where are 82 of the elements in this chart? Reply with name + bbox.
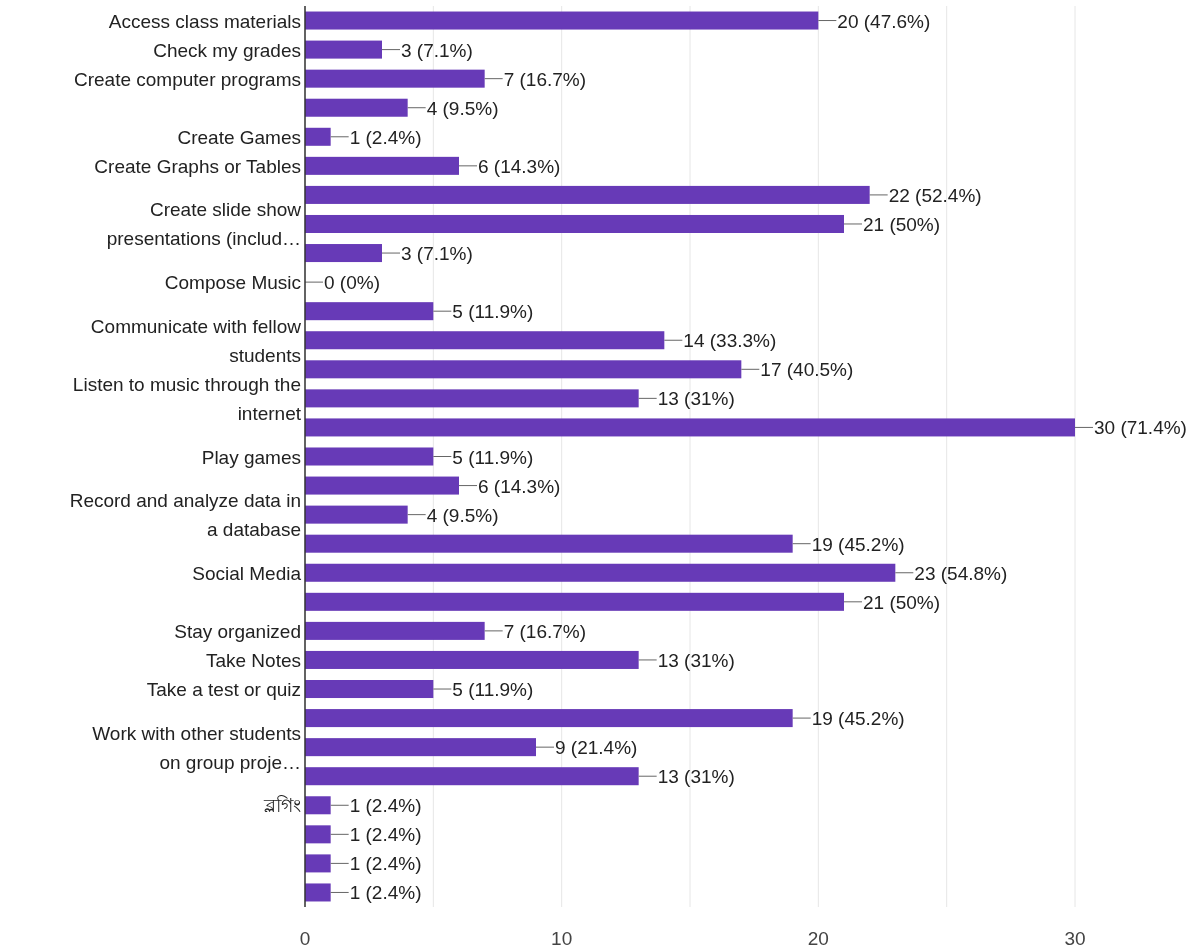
data-label: 14 (33.3%) — [683, 330, 777, 352]
data-label: 13 (31%) — [657, 388, 735, 410]
bar — [305, 621, 485, 640]
x-tick-label: 10 — [551, 928, 573, 949]
data-label: 5 (11.9%) — [452, 446, 534, 468]
data-label: 23 (54.8%) — [914, 562, 1008, 584]
bar — [305, 650, 639, 669]
data-label: 3 (7.1%) — [401, 243, 473, 265]
bar — [305, 447, 434, 466]
y-tick-label: ব্লগিং — [263, 795, 301, 817]
data-label: 22 (52.4%) — [888, 184, 982, 206]
bar — [305, 854, 331, 873]
data-label: 9 (21.4%) — [555, 737, 638, 759]
bar — [305, 505, 408, 524]
data-label: 1 (2.4%) — [349, 824, 422, 846]
y-tick-label: Listen to music through the internet — [72, 373, 302, 424]
data-label: 6 (14.3%) — [478, 155, 561, 177]
data-label: 21 (50%) — [863, 591, 941, 613]
bar — [305, 156, 459, 175]
bar — [305, 244, 382, 263]
bar — [305, 592, 844, 611]
data-label: 13 (31%) — [657, 649, 735, 671]
y-tick-label: Social Media — [192, 562, 302, 584]
bar — [305, 389, 639, 408]
bar — [305, 214, 844, 233]
data-label: 7 (16.7%) — [503, 68, 587, 90]
bar — [305, 127, 331, 146]
bar — [305, 825, 331, 844]
bar — [305, 883, 331, 902]
bar — [305, 40, 382, 59]
bar — [305, 185, 870, 204]
data-label: 0 (0%) — [324, 272, 380, 294]
y-tick-label: Check my grades — [153, 39, 301, 61]
y-tick-label: Create Graphs or Tables — [94, 155, 301, 177]
bar — [305, 796, 331, 815]
data-label: 30 (71.4%) — [1094, 417, 1187, 439]
bar — [305, 767, 639, 786]
bar — [305, 11, 819, 30]
bar — [305, 418, 1075, 437]
bar — [305, 98, 408, 117]
data-label: 3 (7.1%) — [401, 39, 473, 61]
x-tick-label: 20 — [807, 928, 829, 949]
bar — [305, 69, 485, 88]
data-label: 5 (11.9%) — [452, 301, 534, 323]
data-label: 4 (9.5%) — [426, 504, 499, 526]
data-label: 19 (45.2%) — [811, 533, 905, 555]
bar — [305, 563, 896, 582]
data-label: 5 (11.9%) — [452, 679, 534, 701]
x-tick-label: 0 — [299, 928, 311, 949]
x-tick-label: 30 — [1064, 928, 1086, 949]
data-label: 19 (45.2%) — [811, 708, 905, 730]
bar — [305, 331, 665, 350]
bar — [305, 360, 742, 379]
data-label: 1 (2.4%) — [349, 795, 422, 817]
y-tick-label: Record and analyze data in a database — [69, 490, 301, 541]
y-tick-label: Access class materials — [108, 10, 301, 32]
y-tick-label: Stay organized — [174, 620, 301, 642]
bar — [305, 476, 459, 495]
y-tick-label: Play games — [201, 446, 301, 468]
data-label: 1 (2.4%) — [349, 126, 422, 148]
y-tick-label: Work with other students on group proje… — [92, 722, 301, 773]
bar — [305, 738, 536, 757]
data-label: 7 (16.7%) — [503, 620, 587, 642]
data-label: 21 (50%) — [863, 213, 941, 235]
data-label: 17 (40.5%) — [760, 359, 854, 381]
bar — [305, 680, 434, 699]
data-label: 13 (31%) — [657, 766, 735, 788]
y-tick-label: Take Notes — [205, 649, 301, 671]
data-label: 4 (9.5%) — [426, 97, 499, 119]
data-label: 20 (47.6%) — [837, 10, 931, 32]
y-tick-label: Create Games — [177, 126, 301, 148]
bar — [305, 302, 434, 321]
y-tick-label: Take a test or quiz — [146, 679, 301, 701]
data-label: 1 (2.4%) — [349, 882, 422, 904]
bar — [305, 709, 793, 728]
y-tick-label: Create computer programs — [73, 68, 301, 90]
y-tick-label: Communicate with fellow students — [90, 315, 302, 366]
data-label: 6 (14.3%) — [478, 475, 561, 497]
y-tick-label: Create slide show presentations (includ… — [106, 199, 302, 250]
data-label: 1 (2.4%) — [349, 853, 422, 875]
bar — [305, 534, 793, 553]
y-tick-label: Compose Music — [164, 272, 301, 294]
